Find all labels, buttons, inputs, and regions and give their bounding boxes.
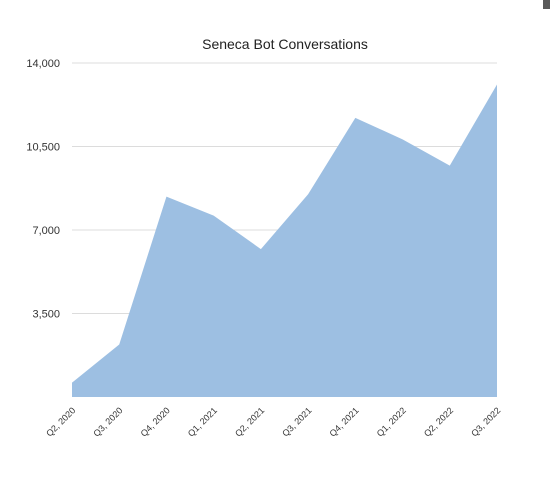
x-tick-label: Q2, 2020 bbox=[44, 405, 77, 438]
x-tick-label: Q2, 2022 bbox=[422, 405, 455, 438]
x-tick-label: Q3, 2021 bbox=[280, 405, 313, 438]
area-fill bbox=[72, 84, 497, 397]
x-tick-label: Q1, 2021 bbox=[186, 405, 219, 438]
x-tick-label: Q4, 2020 bbox=[139, 405, 172, 438]
y-axis-ticks: 3,500 7,000 10,500 14,000 bbox=[26, 58, 60, 321]
x-tick-label: Q2, 2021 bbox=[233, 405, 266, 438]
x-tick-label: Q3, 2022 bbox=[469, 405, 502, 438]
window-corner-mark bbox=[543, 0, 550, 9]
y-tick-label: 7,000 bbox=[32, 225, 60, 237]
x-tick-label: Q3, 2020 bbox=[91, 405, 124, 438]
area-series bbox=[72, 84, 497, 397]
y-tick-label: 14,000 bbox=[26, 58, 60, 70]
x-tick-label: Q1, 2022 bbox=[375, 405, 408, 438]
x-axis-ticks: Q2, 2020 Q3, 2020 Q4, 2020 Q1, 2021 Q2, 2021… bbox=[44, 405, 502, 438]
y-tick-label: 10,500 bbox=[26, 142, 60, 154]
chart-title: Seneca Bot Conversations bbox=[202, 36, 368, 52]
x-tick-label: Q4, 2021 bbox=[327, 405, 360, 438]
y-tick-label: 3,500 bbox=[32, 309, 60, 321]
